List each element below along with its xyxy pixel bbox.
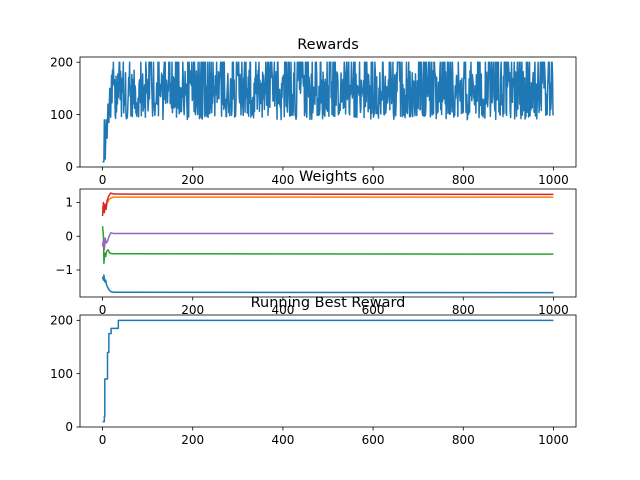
weights-series-2-line bbox=[101, 226, 554, 264]
weights-xtick-label: 200 bbox=[181, 303, 204, 317]
running-best-xtick-label: 800 bbox=[452, 433, 475, 447]
weights-axes-frame bbox=[79, 188, 577, 298]
running-best-xtick-label: 400 bbox=[271, 433, 294, 447]
running-best-axes-frame bbox=[79, 314, 577, 428]
rewards-series-0-line bbox=[102, 61, 555, 163]
rewards-series-group bbox=[102, 61, 555, 163]
axes-weights: 0 200 400 600 800 1000 −1 0 1 Weights bbox=[55, 169, 577, 317]
rewards-axes-frame bbox=[79, 56, 577, 168]
weights-xtick-label: 800 bbox=[452, 303, 475, 317]
running-best-xtick-label: 600 bbox=[362, 433, 385, 447]
weights-title: Weights bbox=[299, 169, 357, 185]
axes-running-best: 0 200 400 600 800 1000 0 100 200 Running Best Rew… bbox=[50, 295, 577, 447]
running-best-ytick-label: 0 bbox=[65, 420, 73, 434]
weights-ytick-label: −1 bbox=[55, 263, 73, 277]
rewards-ytick-label: 100 bbox=[50, 108, 73, 122]
weights-xtick-label: 0 bbox=[99, 303, 107, 317]
weights-xtick-label: 400 bbox=[271, 303, 294, 317]
running-best-xtick-label: 1000 bbox=[538, 433, 569, 447]
running-best-title: Running Best Reward bbox=[251, 295, 406, 311]
rewards-ytick-label: 200 bbox=[50, 55, 73, 69]
rewards-xtick-label: 1000 bbox=[538, 173, 569, 187]
weights-xtick-label: 600 bbox=[362, 303, 385, 317]
axes-rewards: 0 200 400 600 800 1000 0 100 200 Rewards bbox=[50, 37, 577, 187]
rewards-xtick-label: 400 bbox=[271, 173, 294, 187]
weights-series-1-line bbox=[101, 196, 554, 212]
rewards-xtick-label: 200 bbox=[181, 173, 204, 187]
weights-ytick-label: 0 bbox=[65, 229, 73, 243]
running-best-xtick-label: 0 bbox=[99, 433, 107, 447]
running-best-xtick-label: 200 bbox=[181, 433, 204, 447]
weights-xtick-label: 1000 bbox=[538, 303, 569, 317]
rewards-xtick-label: 800 bbox=[452, 173, 475, 187]
rewards-title: Rewards bbox=[297, 37, 359, 53]
rewards-xtick-label: 0 bbox=[99, 173, 107, 187]
running-best-ytick-label: 100 bbox=[50, 367, 73, 381]
running-best-series-group bbox=[102, 319, 554, 423]
rewards-xtick-label: 600 bbox=[362, 173, 385, 187]
weights-ytick-label: 1 bbox=[65, 196, 73, 210]
weights-series-0-line bbox=[101, 274, 554, 294]
running-best-series-0-line bbox=[102, 319, 554, 423]
rewards-ytick-label: 0 bbox=[65, 160, 73, 174]
running-best-ytick-label: 200 bbox=[50, 314, 73, 328]
weights-series-4-line bbox=[101, 232, 554, 251]
weights-series-3-line bbox=[101, 192, 554, 217]
weights-series-group bbox=[101, 192, 554, 294]
